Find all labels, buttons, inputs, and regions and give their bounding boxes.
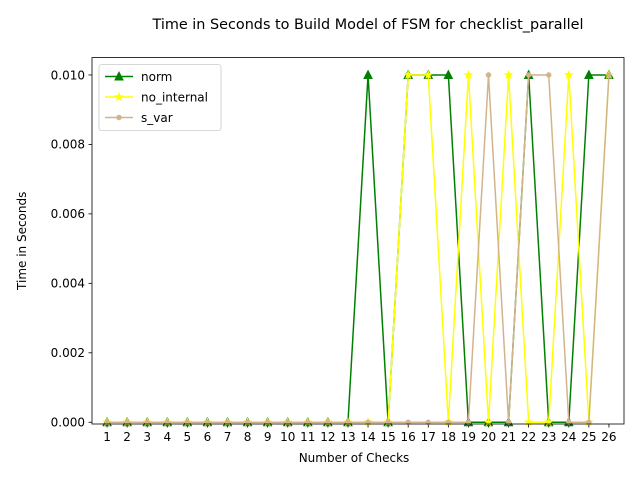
x-tick-label: 17 <box>421 430 436 444</box>
s_var-point <box>104 419 110 426</box>
axes-frame <box>91 57 625 425</box>
norm-point <box>443 69 454 79</box>
norm-point <box>583 69 594 79</box>
s_var-point <box>385 419 391 426</box>
s_var-point <box>204 419 211 426</box>
x-tick-label: 18 <box>441 430 456 444</box>
s_var-point <box>365 419 371 426</box>
x-tick-label: 4 <box>163 430 171 444</box>
legend-label: s_var <box>141 111 173 125</box>
s_var-point <box>606 72 612 78</box>
y-tick-label: 0.004 <box>51 277 85 291</box>
legend-label: no_internal <box>141 90 208 104</box>
s_var-point <box>345 419 351 426</box>
s_var-point <box>465 419 472 426</box>
y-tick-label: 0.000 <box>51 416 85 430</box>
x-tick-label: 1 <box>103 430 111 444</box>
legend-item-s_var: s_var <box>105 111 173 125</box>
legend-item-no_internal: no_internal <box>105 90 208 104</box>
s_var-point <box>545 72 552 78</box>
x-tick-label: 5 <box>184 430 192 444</box>
y-axis: 0.000 0.002 0.004 0.006 0.008 0.010 <box>51 68 92 430</box>
s_var-point <box>124 419 130 426</box>
x-tick-label: 20 <box>481 430 496 444</box>
y-tick-label: 0.010 <box>51 68 85 82</box>
y-tick-label: 0.006 <box>51 207 85 221</box>
s_var-point <box>244 419 251 426</box>
no_internal-point <box>403 69 414 80</box>
legend-item-norm: norm <box>105 70 172 84</box>
s_var-point <box>405 419 411 426</box>
legend-s_var-point <box>116 114 122 121</box>
legend-no_internal-point <box>114 91 124 102</box>
s_var-point <box>164 419 171 426</box>
legend: norm no_internal s_var <box>98 64 222 131</box>
x-tick-label: 21 <box>501 430 516 444</box>
x-tick-label: 19 <box>461 430 476 444</box>
s_var-point <box>184 419 191 426</box>
x-tick-label: 2 <box>123 430 131 444</box>
s_var-point <box>305 419 311 426</box>
legend-norm-point <box>114 70 124 81</box>
x-tick-label: 25 <box>581 430 596 444</box>
x-tick-label: 10 <box>280 430 295 444</box>
s_var-point <box>325 419 331 426</box>
x-tick-label: 24 <box>561 430 576 444</box>
s_var-point <box>566 419 572 426</box>
s_var-point <box>485 72 492 78</box>
x-axis-title: Number of Checks <box>299 451 410 465</box>
s_var-point <box>144 419 150 426</box>
y-axis-title: Time in Seconds <box>15 192 29 291</box>
s_var-point <box>505 419 512 426</box>
x-tick-label: 15 <box>380 430 395 444</box>
no_internal-point <box>463 69 474 80</box>
x-tick-label: 12 <box>320 430 335 444</box>
x-tick-label: 22 <box>521 430 536 444</box>
legend-box <box>98 64 222 131</box>
s_var-point <box>525 72 532 78</box>
s_var-point <box>224 419 231 426</box>
x-tick-label: 7 <box>224 430 232 444</box>
y-tick-label: 0.002 <box>51 346 85 360</box>
x-tick-label: 3 <box>143 430 151 444</box>
no_internal-point <box>563 69 574 80</box>
x-tick-label: 13 <box>340 430 355 444</box>
s_var-point <box>445 419 452 426</box>
x-axis: 1 2 3 4 5 6 7 8 9 10 11 12 13 14 15 16 17 18 19 20 21 22 23 24 2… <box>103 424 617 444</box>
s_var-point <box>264 419 271 426</box>
s_var-point <box>586 419 592 426</box>
norm-point <box>363 69 373 79</box>
no_internal-point <box>503 69 514 80</box>
s_var-point <box>425 419 432 426</box>
chart-title: Time in Seconds to Build Model of FSM fo… <box>152 17 584 33</box>
s_var-point <box>284 419 291 426</box>
x-tick-label: 16 <box>401 430 416 444</box>
series-line-s_var <box>107 74 610 424</box>
legend-label: norm <box>141 70 172 84</box>
x-tick-label: 14 <box>360 430 375 444</box>
x-tick-label: 26 <box>601 430 616 444</box>
no_internal-point <box>423 69 434 80</box>
y-tick-label: 0.008 <box>51 138 85 152</box>
x-tick-label: 23 <box>541 430 556 444</box>
x-tick-label: 9 <box>264 430 272 444</box>
x-tick-label: 8 <box>244 430 252 444</box>
x-tick-label: 11 <box>300 430 315 444</box>
series-s_var <box>104 72 612 426</box>
x-tick-label: 6 <box>204 430 212 444</box>
